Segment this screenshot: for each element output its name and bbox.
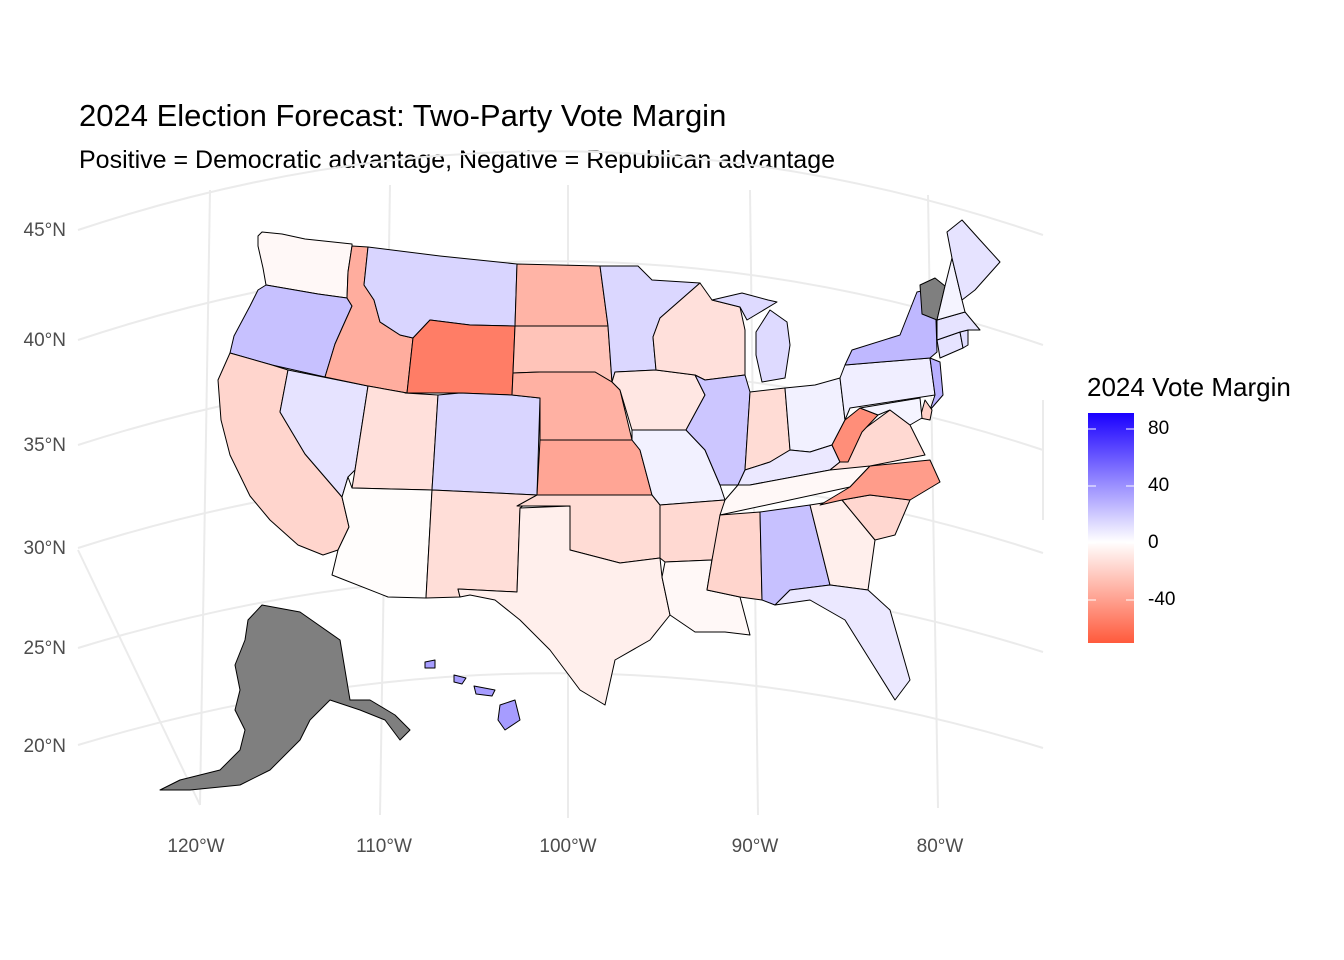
lat-label-25: 25°N [24,638,66,659]
state-colorado [431,392,541,496]
lat-label-35: 35°N [24,435,66,456]
lon-label-110: 110°W [356,836,412,857]
state-new-hampshire [936,257,966,321]
lat-label-45: 45°N [24,220,66,241]
state-west-virginia [831,407,879,463]
lon-label-100: 100°W [539,836,596,857]
meridian-120 [77,549,201,806]
meridian-120b [199,189,211,806]
state-alaska [159,604,411,791]
legend-colorbar [1088,413,1134,643]
y-axis-labels: 45°N 40°N 35°N 30°N 25°N 20°N [24,220,66,757]
lon-label-90: 90°W [732,836,779,857]
legend-gradient-bar [1088,413,1134,643]
state-arizona [331,476,433,599]
state-north-dakota [514,263,609,327]
state-florida [774,584,911,701]
state-michigan [755,309,791,383]
parallel-20 [77,672,1044,749]
parallel-45 [77,150,1044,236]
state-north-carolina [819,459,941,506]
state-nebraska [511,371,633,441]
parallel-40 [77,260,1044,346]
state-hawaii-islands [424,659,436,669]
state-hawaii-islands-2 [453,674,467,685]
x-axis-labels: 120°W 110°W 100°W 90°W 80°W [167,836,963,857]
legend-title: 2024 Vote Margin [1087,372,1291,402]
state-kansas [536,439,653,496]
legend-tick-neg40: -40 [1148,589,1176,610]
state-hawaii [497,699,521,731]
state-wyoming [406,319,516,396]
legend-tick-0: 0 [1148,532,1159,553]
lon-label-120: 120°W [167,836,224,857]
chart-title: 2024 Election Forecast: Two-Party Vote M… [79,98,727,133]
state-texas [457,505,671,706]
state-maryland [859,397,923,426]
legend-tick-80: 80 [1148,418,1170,439]
state-michigan-upper [711,292,778,321]
lon-label-80: 80°W [917,836,964,857]
lat-label-30: 30°N [24,538,66,559]
states [159,219,1001,791]
lat-label-20: 20°N [24,736,66,757]
state-hawaii-islands-3 [473,685,496,697]
legend-tick-40: 40 [1148,475,1170,496]
lat-label-40: 40°N [24,330,66,351]
state-new-jersey [929,357,944,411]
state-illinois [685,374,751,486]
state-maine [946,219,1001,301]
